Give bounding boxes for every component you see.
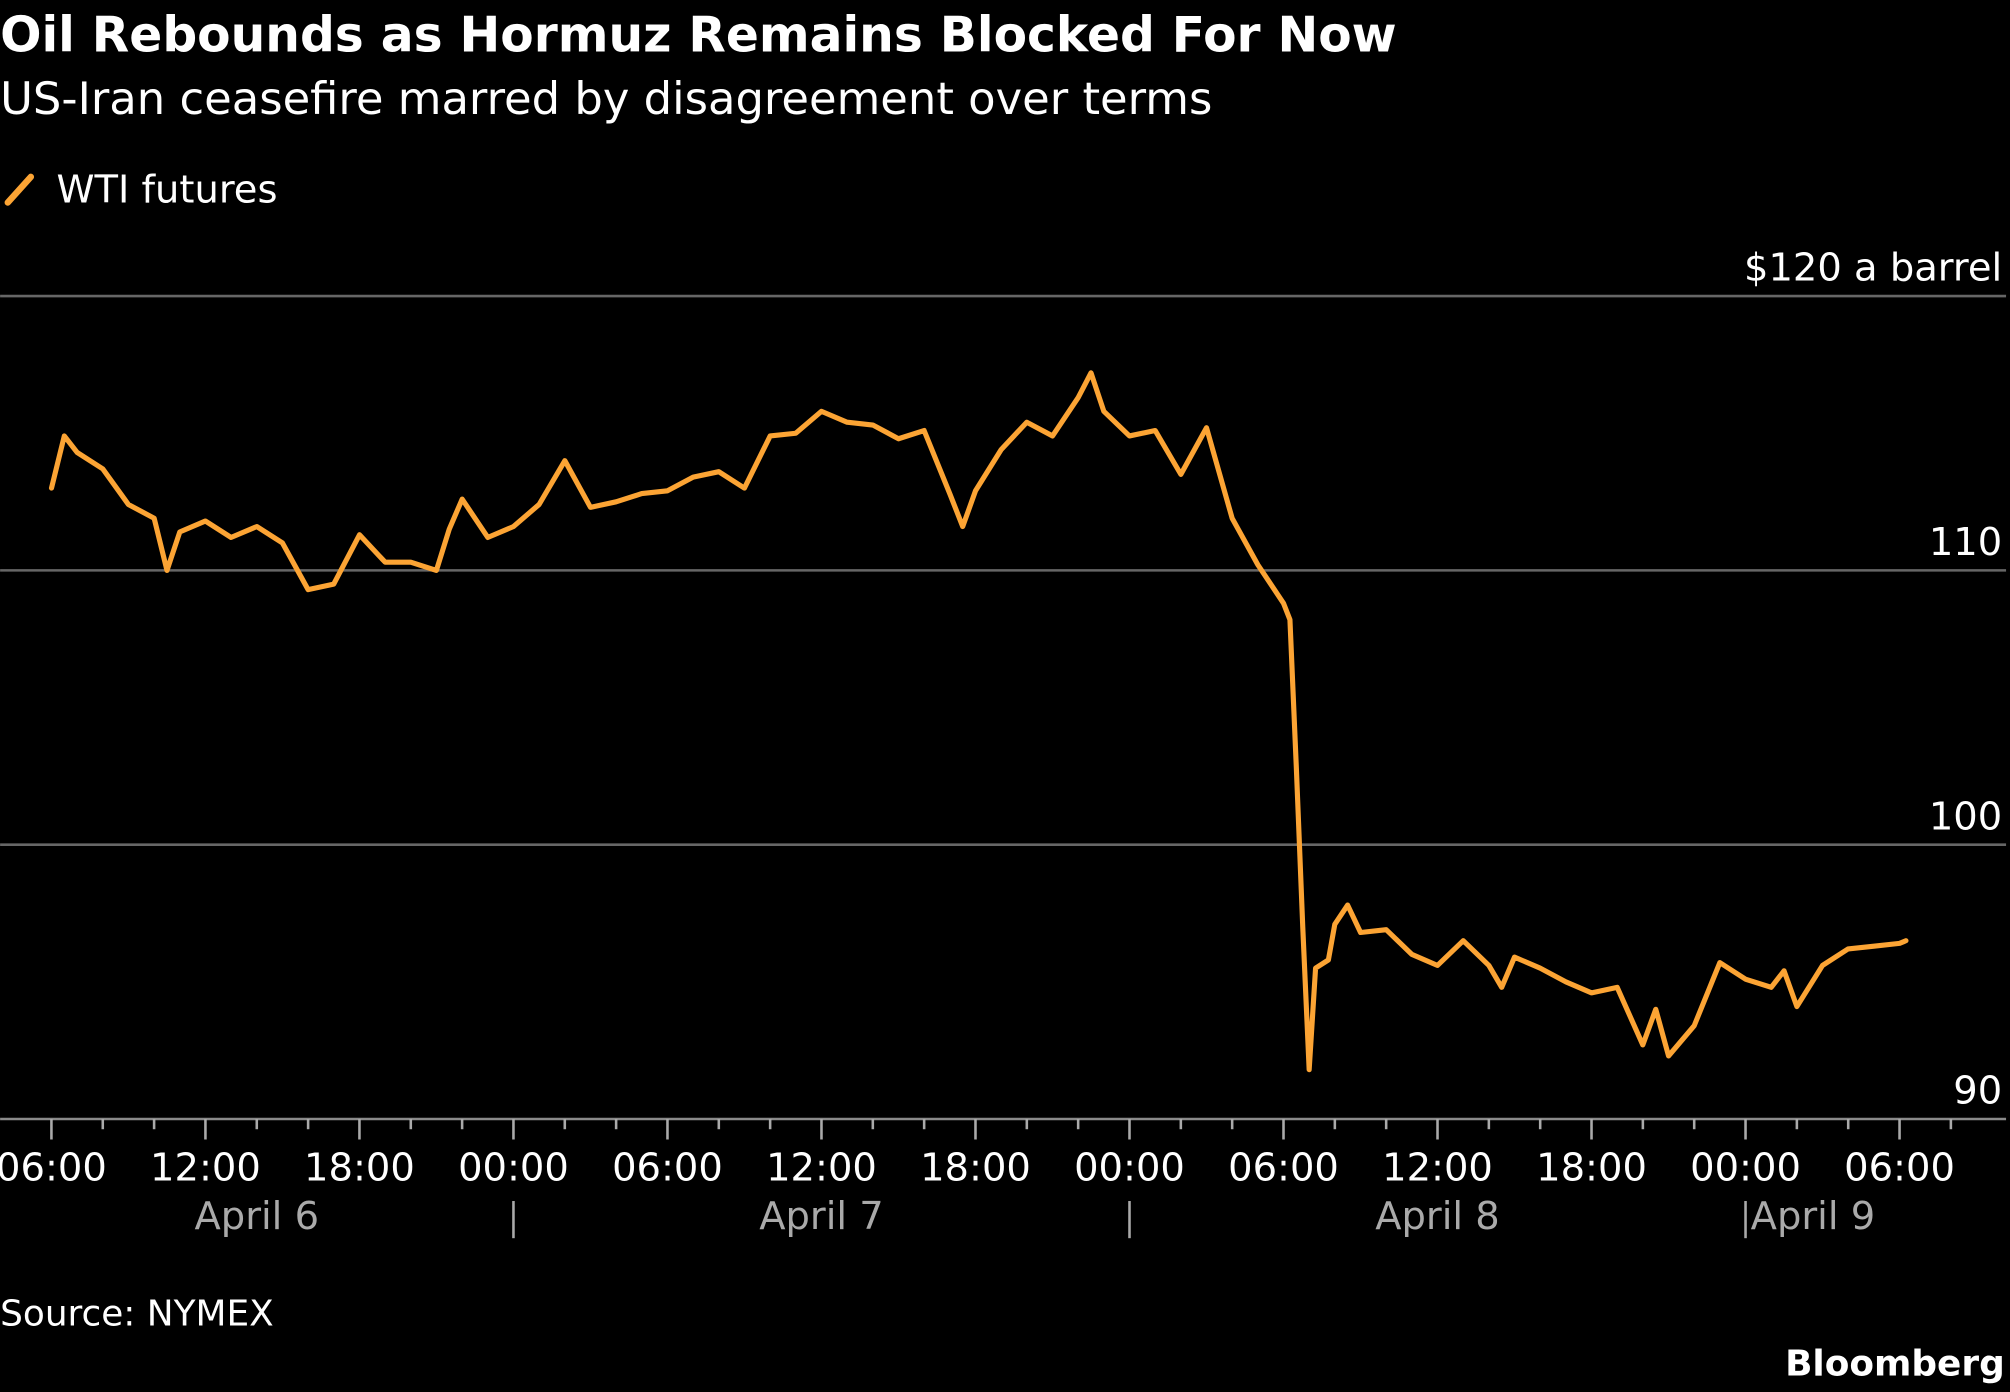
legend-swatch [4, 173, 35, 206]
x-tick-label: 12:00 [766, 1146, 877, 1191]
x-tick-label: 00:00 [458, 1146, 569, 1191]
date-label: April 8 [1375, 1194, 1500, 1239]
legend-label: WTI futures [56, 168, 277, 213]
x-tick-label: 06:00 [612, 1146, 723, 1191]
brand: Bloomberg [1785, 1343, 2005, 1384]
date-label: April 7 [759, 1194, 884, 1239]
date-label: April 9 [1751, 1194, 1876, 1239]
chart-subtitle: US-Iran ceasefire marred by disagreement… [0, 72, 1212, 125]
x-tick-label: 00:00 [1690, 1146, 1801, 1191]
x-tick-label: 18:00 [920, 1146, 1031, 1191]
y-tick-label: 90 [1953, 1069, 2002, 1114]
x-tick-label: 12:00 [150, 1146, 261, 1191]
x-tick-label: 06:00 [0, 1146, 107, 1191]
chart-title: Oil Rebounds as Hormuz Remains Blocked F… [0, 7, 1397, 63]
y-tick-label: $120 a barrel [1744, 246, 2002, 291]
x-tick-label: 12:00 [1382, 1146, 1493, 1191]
y-tick-label: 100 [1929, 794, 2002, 839]
x-tick-label: 18:00 [1536, 1146, 1647, 1191]
source-note: Source: NYMEX [0, 1293, 274, 1334]
x-tick-label: 06:00 [1844, 1146, 1955, 1191]
data-line [48, 370, 1909, 1073]
y-tick-label: 110 [1929, 520, 2002, 565]
date-label: April 6 [195, 1194, 320, 1239]
x-tick-label: 18:00 [304, 1146, 415, 1191]
x-tick-label: 06:00 [1228, 1146, 1339, 1191]
x-tick-label: 00:00 [1074, 1146, 1185, 1191]
